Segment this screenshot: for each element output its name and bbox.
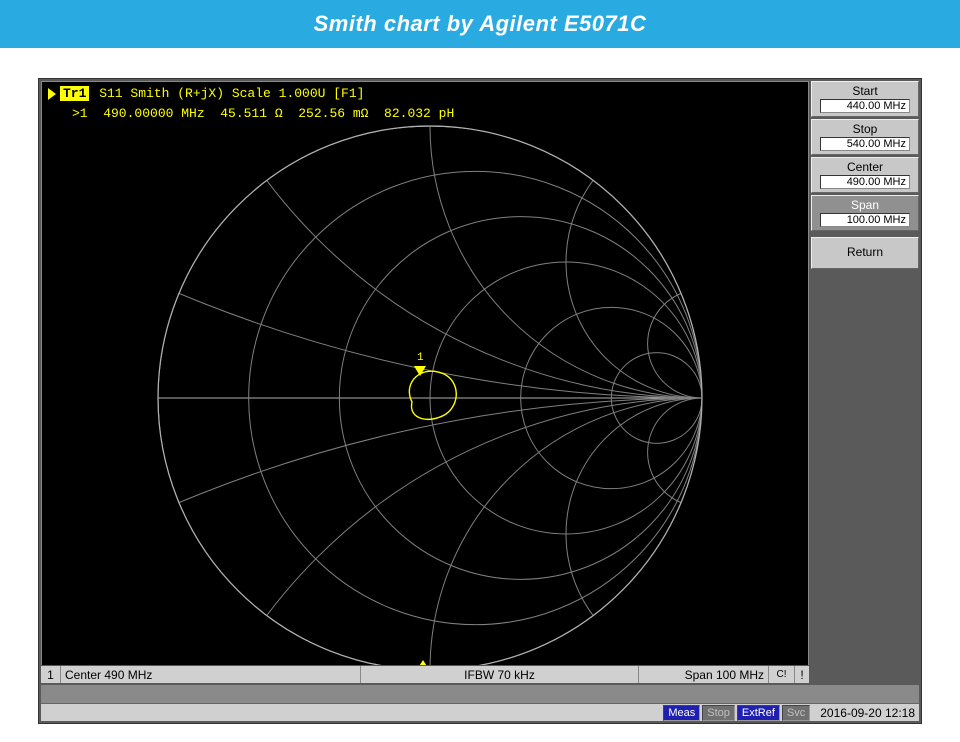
status-correction: C! [769,666,795,683]
plot-area: Tr1 S11 Smith (R+jX) Scale 1.000U [F1] >… [41,81,809,683]
instrument-frame: Tr1 S11 Smith (R+jX) Scale 1.000U [F1] >… [38,78,922,724]
status-center-freq: Center 490 MHz [61,666,361,683]
softkey-panel: Start440.00 MHzStop540.00 MHzCenter490.0… [811,81,921,271]
softkey-label: Stop [853,123,878,136]
softkey-stop[interactable]: Stop540.00 MHz [811,119,919,155]
status-channel: 1 [41,666,61,683]
softkey-value: 100.00 MHz [820,213,910,227]
system-tag-stop: Stop [702,705,735,721]
softkey-value: 490.00 MHz [820,175,910,189]
softkey-value: 540.00 MHz [820,137,910,151]
softkey-label: Return [847,246,883,259]
status-ifbw: IFBW 70 kHz [361,666,639,683]
softkey-label: Center [847,161,883,174]
softkey-start[interactable]: Start440.00 MHz [811,81,919,117]
system-tag-svc: Svc [782,705,810,721]
system-tag-extref: ExtRef [737,705,780,721]
marker-1-label: 1 [417,352,424,364]
marker-1-icon [414,366,426,376]
softkey-label: Start [852,85,877,98]
softkey-label: Span [851,199,879,212]
banner-title: Smith chart by Agilent E5071C [314,11,647,37]
page-banner: Smith chart by Agilent E5071C [0,0,960,48]
softkey-center[interactable]: Center490.00 MHz [811,157,919,193]
system-datetime: 2016-09-20 12:18 [816,706,919,720]
status-span: Span 100 MHz [639,666,769,683]
status-strip: 1 Center 490 MHz IFBW 70 kHz Span 100 MH… [41,665,809,683]
filler-strip [41,685,919,703]
system-bar: MeasStopExtRefSvc 2016-09-20 12:18 [41,703,919,721]
softkey-return[interactable]: Return [811,237,919,269]
softkey-value: 440.00 MHz [820,99,910,113]
softkey-span[interactable]: Span100.00 MHz [811,195,919,231]
smith-chart [42,82,810,684]
system-tag-meas: Meas [663,705,700,721]
s11-trace [409,371,456,419]
status-exclaim-icon: ! [795,666,809,683]
